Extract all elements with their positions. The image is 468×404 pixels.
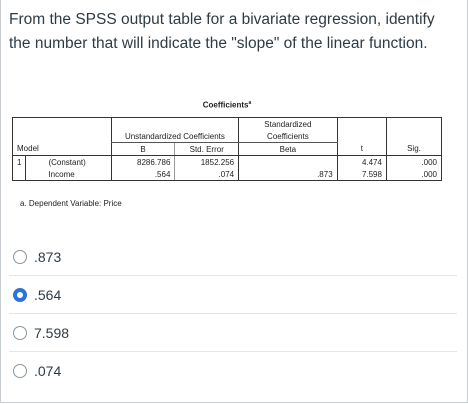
header-std-error: Std. Error: [174, 142, 240, 156]
answer-label: 7.598: [34, 325, 70, 341]
answer-label: .564: [34, 287, 62, 303]
radio-button[interactable]: [13, 364, 27, 378]
header-unstandardized: Unstandardized Coefficients: [110, 130, 240, 143]
radio-button[interactable]: [13, 250, 27, 264]
cell-b: 8286.786: [110, 155, 176, 168]
table-caption-text: Coefficients: [202, 100, 249, 110]
table-footnote: a. Dependent Variable: Price: [20, 199, 122, 208]
answer-option[interactable]: 7.598: [0, 314, 466, 352]
caption-marker: a: [248, 100, 252, 106]
option-divider: [9, 275, 457, 276]
table-caption: Coefficientsa: [12, 100, 442, 110]
header-blank-2: [12, 130, 112, 143]
header-empty-t: [336, 117, 387, 130]
header-empty-top: [110, 117, 240, 130]
header-sig: Sig.: [386, 142, 443, 156]
header-empty-sig: [385, 117, 443, 130]
answer-label: .873: [34, 249, 62, 265]
answer-option[interactable]: .873: [0, 238, 466, 276]
header-empty-sig-2: [386, 130, 443, 143]
cell-std-error: 1852.256: [174, 155, 240, 168]
radio-button-selected[interactable]: [13, 288, 27, 302]
cell-sig: .000: [386, 168, 443, 181]
cell-t: 7.598: [337, 168, 387, 181]
table-row: 1 (Constant) 8286.786 1852.256 4.474 .00…: [11, 155, 443, 168]
cell-std-error: .074: [174, 168, 240, 181]
cell-t: 4.474: [337, 155, 387, 168]
cell-beta: [238, 155, 338, 168]
question-text: From the SPSS output table for a bivaria…: [9, 11, 435, 52]
answer-label: .074: [34, 363, 62, 379]
cell-sig: .000: [386, 155, 443, 168]
cell-beta: .873: [238, 168, 338, 181]
answer-option[interactable]: .074: [0, 352, 466, 390]
header-blank: [12, 117, 112, 130]
header-standardized-line2: Coefficients: [238, 130, 338, 143]
header-standardized-line1: Standardized: [238, 117, 338, 130]
answer-option[interactable]: .564: [0, 276, 466, 314]
cell-b: .564: [110, 168, 176, 181]
header-t: t: [337, 142, 387, 156]
option-divider: [9, 313, 457, 314]
header-model: Model: [12, 142, 112, 156]
header-empty-t-2: [337, 130, 387, 143]
header-beta: Beta: [238, 142, 338, 156]
coefficients-table: Standardized Unstandardized Coefficients…: [11, 117, 443, 181]
cell-name: (Constant): [25, 155, 112, 168]
option-divider: [9, 351, 457, 352]
table-row: Income .564 .074 .873 7.598 .000: [11, 168, 443, 181]
cell-name: Income: [25, 168, 112, 181]
header-b: B: [110, 142, 176, 156]
cell-model-no: 1: [11, 155, 26, 168]
radio-button[interactable]: [13, 326, 27, 340]
cell-model-no: [11, 168, 26, 181]
